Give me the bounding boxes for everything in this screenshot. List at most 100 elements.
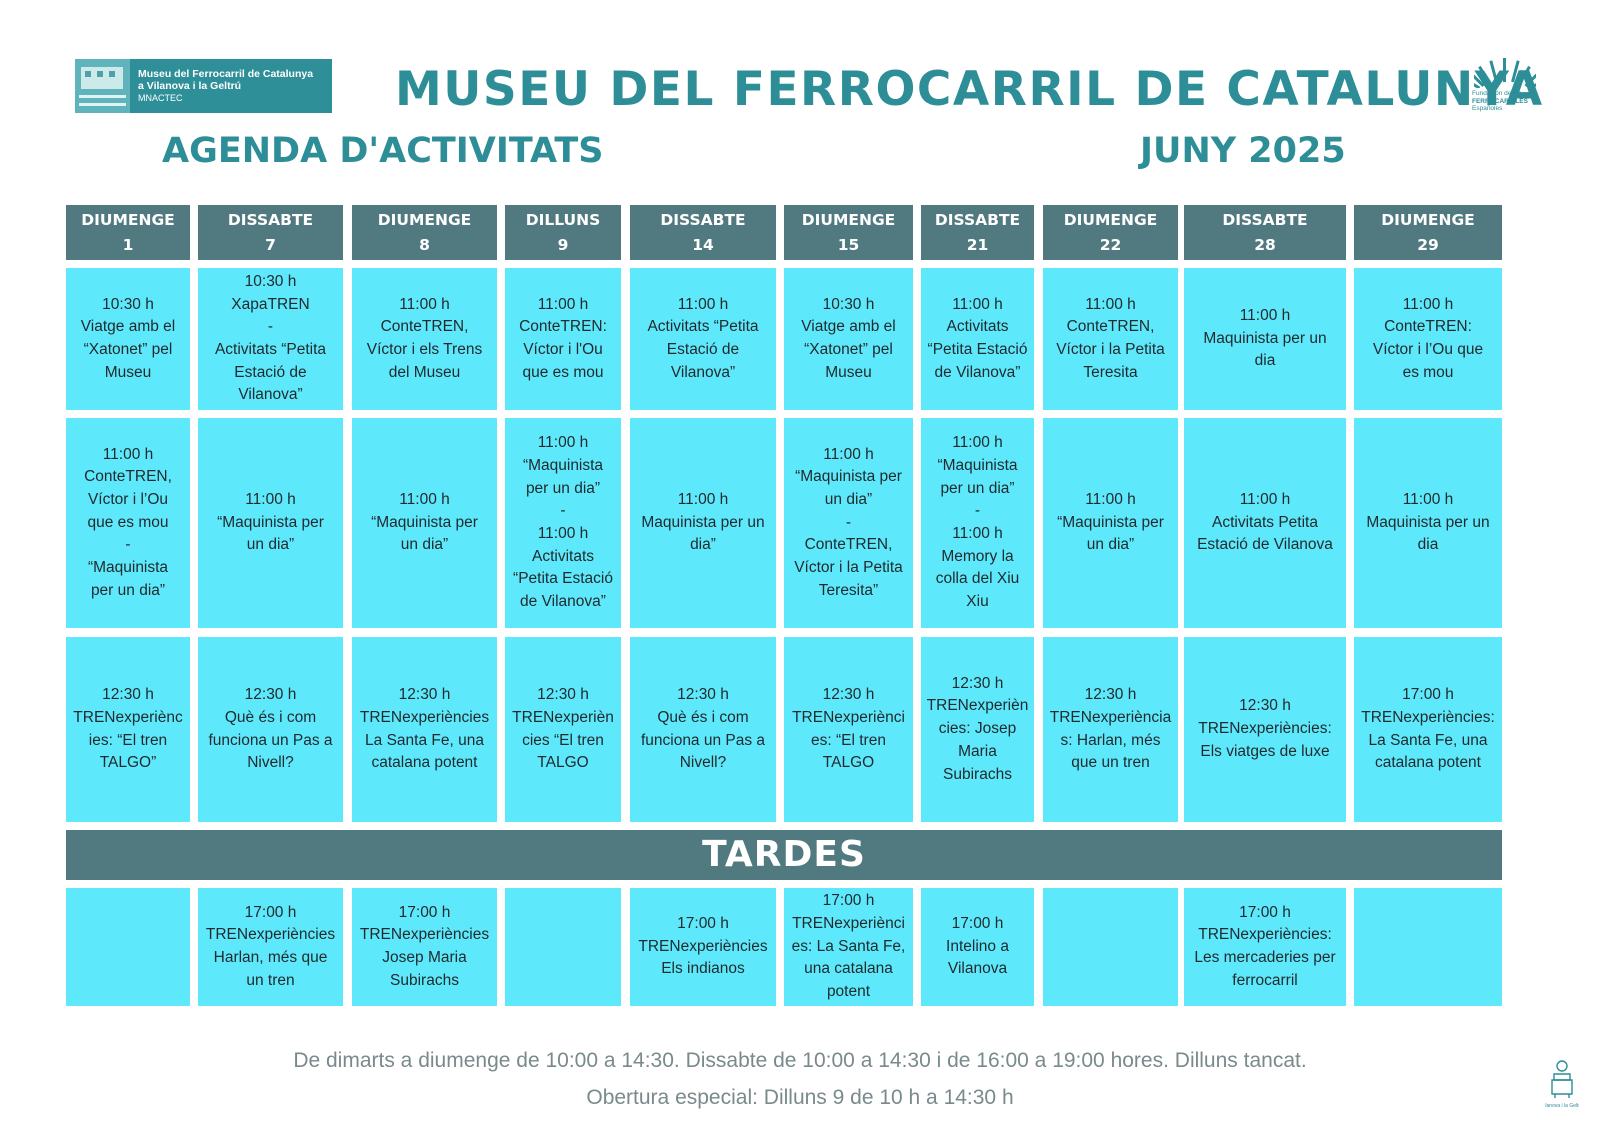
activity-cell: 10:30 h Viatge amb el “Xatonet” pel Muse… bbox=[66, 268, 190, 410]
afternoon-activity-cell bbox=[66, 888, 190, 1006]
activity-text: 12:30 h TRENexperiències La Santa Fe, un… bbox=[359, 686, 490, 772]
activity-cell: 12:30 h TRENexperiències: Els viatges de… bbox=[1184, 637, 1346, 822]
day-header: DIUMENGE 15 bbox=[784, 205, 913, 260]
activity-cell: 17:00 h TRENexperiències: La Santa Fe, u… bbox=[1354, 637, 1502, 822]
day-date: 1 bbox=[122, 236, 134, 254]
afternoon-activity-cell bbox=[1354, 888, 1502, 1006]
activity-text: 11:00 h ConteTREN, Víctor i la Petita Te… bbox=[1056, 295, 1165, 381]
day-date: 14 bbox=[692, 236, 714, 254]
ffe-line-1: Fundación de los bbox=[1472, 90, 1522, 97]
activity-cell: 12:30 h TRENexperièn cies: Josep Maria S… bbox=[921, 637, 1034, 822]
activity-text: 12:30 h TRENexperiènc ies: “El tren TALG… bbox=[73, 686, 183, 772]
day-header: DISSABTE 14 bbox=[630, 205, 776, 260]
activity-cell: 12:30 h TRENexperièn cies “El tren TALGO bbox=[505, 637, 621, 822]
activity-text: 11:00 h ConteTREN, Víctor i l’Ou que es … bbox=[84, 445, 172, 599]
day-header: DISSABTE 21 bbox=[921, 205, 1034, 260]
activity-text: 12:30 h TRENexperièn cies: Josep Maria S… bbox=[926, 674, 1029, 783]
day-date: 22 bbox=[1099, 236, 1122, 254]
activity-text: 11:00 h “Maquinista per un dia” bbox=[371, 490, 478, 554]
tardes-band: TARDES bbox=[66, 830, 1502, 880]
day-weekday: DISSABTE bbox=[1222, 211, 1308, 229]
fan-icon bbox=[1474, 58, 1536, 88]
activity-text: 11:00 h ConteTREN, Víctor i els Trens de… bbox=[366, 295, 483, 381]
activity-text: 10:30 h Viatge amb el “Xatonet” pel Muse… bbox=[80, 295, 176, 381]
day-date: 9 bbox=[557, 236, 569, 254]
afternoon-activity-cell: 17:00 h Intelino a Vilanova bbox=[921, 888, 1034, 1006]
special-opening: Obertura especial: Dilluns 9 de 10 h a 1… bbox=[586, 1086, 1014, 1109]
day-date: 21 bbox=[966, 236, 989, 254]
page-title: MUSEU DEL FERROCARRIL DE CATALUNYA bbox=[395, 62, 1544, 117]
day-header: DIUMENGE 1 bbox=[66, 205, 190, 260]
day-weekday: DIUMENGE bbox=[801, 211, 896, 229]
activity-text: 11:00 h Activitats “Petita Estació de Vi… bbox=[647, 295, 759, 381]
logo-line-2: a Vilanova i la Geltrú bbox=[138, 80, 242, 92]
day-weekday: DIUMENGE bbox=[1381, 211, 1475, 229]
activity-text: 12:30 h TRENexperiència s: Harlan, més q… bbox=[1049, 686, 1172, 772]
activity-cell: 11:00 h Maquinista per un dia bbox=[1184, 268, 1346, 410]
day-date: 28 bbox=[1254, 236, 1276, 254]
logo-line-1: Museu del Ferrocarril de Catalunya bbox=[138, 68, 314, 80]
activity-text: 11:00 h ConteTREN: Víctor i l'Ou que es … bbox=[519, 295, 607, 381]
activity-text: 11:00 h Maquinista per un dia” bbox=[641, 490, 765, 554]
activity-cell: 12:30 h Què és i com funciona un Pas a N… bbox=[630, 637, 776, 822]
day-header: DIUMENGE 29 bbox=[1354, 205, 1502, 260]
activity-cell: 11:00 h “Maquinista per un dia” - 11:00 … bbox=[921, 418, 1034, 628]
activity-text: 17:00 h TRENexperiències: La Santa Fe, u… bbox=[1361, 686, 1495, 772]
activity-cell: 11:00 h Activitats “Petita Estació de Vi… bbox=[630, 268, 776, 410]
activity-cell: 11:00 h Activitats “Petita Estació de Vi… bbox=[921, 268, 1034, 410]
afternoon-activity-cell: 17:00 h TRENexperiències Harlan, més que… bbox=[198, 888, 343, 1006]
afternoon-activity-cell: 17:00 h TRENexperiències Els indianos bbox=[630, 888, 776, 1006]
activity-cell: 11:00 h ConteTREN, Víctor i la Petita Te… bbox=[1043, 268, 1178, 410]
activity-text: 11:00 h Activitats “Petita Estació de Vi… bbox=[927, 295, 1028, 381]
afternoon-activity-text: 17:00 h Intelino a Vilanova bbox=[946, 914, 1009, 978]
afternoon-activity-cell: 17:00 h TRENexperiències Josep Maria Sub… bbox=[352, 888, 497, 1006]
ffe-line-2: FERROCARRILES bbox=[1472, 97, 1528, 105]
day-date: 8 bbox=[419, 236, 430, 254]
activity-cell: 11:00 h ConteTREN: Víctor i l’Ou que es … bbox=[1354, 268, 1502, 410]
activity-cell: 11:00 h Maquinista per un dia” bbox=[630, 418, 776, 628]
afternoon-activity-text: 17:00 h TRENexperiències Harlan, més que… bbox=[205, 903, 336, 989]
activity-cell: 10:30 h XapaTREN - Activitats “Petita Es… bbox=[198, 268, 343, 410]
activity-text: 10:30 h XapaTREN - Activitats “Petita Es… bbox=[214, 272, 327, 404]
day-weekday: DIUMENGE bbox=[1063, 211, 1158, 229]
activity-text: 11:00 h “Maquinista per un dia” - ConteT… bbox=[794, 445, 903, 599]
activity-text: 12:30 h Què és i com funciona un Pas a N… bbox=[640, 686, 766, 772]
activity-text: 11:00 h Maquinista per un dia bbox=[1203, 306, 1327, 370]
activity-text: 11:00 h Maquinista per un dia bbox=[1366, 490, 1490, 554]
activity-cell: 11:00 h “Maquinista per un dia” bbox=[198, 418, 343, 628]
activity-cell: 12:30 h TRENexperiènc ies: “El tren TALG… bbox=[66, 637, 190, 822]
activity-text: 11:00 h ConteTREN: Víctor i l’Ou que es … bbox=[1372, 295, 1484, 381]
afternoon-activity-text: 17:00 h TRENexperiènci es: La Santa Fe, … bbox=[791, 892, 906, 1001]
day-weekday: DISSABTE bbox=[660, 211, 746, 229]
afternoon-activity-text: 17:00 h TRENexperiències Els indianos bbox=[638, 914, 768, 978]
day-weekday: DIUMENGE bbox=[81, 211, 175, 229]
activity-cell: 12:30 h TRENexperiències La Santa Fe, un… bbox=[352, 637, 497, 822]
activity-text: 11:00 h “Maquinista per un dia” - 11:00 … bbox=[935, 434, 1020, 611]
afternoon-activity-cell: 17:00 h TRENexperiènci es: La Santa Fe, … bbox=[784, 888, 913, 1006]
activity-cell: 12:30 h TRENexperiència s: Harlan, més q… bbox=[1043, 637, 1178, 822]
activity-cell: 11:00 h “Maquinista per un dia” - 11:00 … bbox=[505, 418, 621, 628]
activity-cell: 10:30 h Viatge amb el “Xatonet” pel Muse… bbox=[784, 268, 913, 410]
day-header: DILLUNS 9 bbox=[505, 205, 621, 260]
activity-text: 11:00 h “Maquinista per un dia” bbox=[217, 490, 324, 554]
ffe-logo: Fundación de los FERROCARRILES Españoles bbox=[1470, 52, 1538, 120]
activity-text: 11:00 h “Maquinista per un dia” bbox=[1057, 490, 1164, 554]
afternoon-activity-cell bbox=[505, 888, 621, 1006]
day-header: DIUMENGE 22 bbox=[1043, 205, 1178, 260]
afternoon-activity-cell: 17:00 h TRENexperiències: Les mercaderie… bbox=[1184, 888, 1346, 1006]
activity-cell: 11:00 h Maquinista per un dia bbox=[1354, 418, 1502, 628]
activity-text: 12:30 h TRENexperiènci es: “El tren TALG… bbox=[792, 686, 905, 772]
vilanova-logo-icon: Vilanova i la Geltrú bbox=[1545, 1060, 1579, 1109]
month-subtitle: JUNY 2025 bbox=[1140, 131, 1346, 171]
activity-cell: 11:00 h “Maquinista per un dia” bbox=[352, 418, 497, 628]
activity-cell: 11:00 h “Maquinista per un dia” - ConteT… bbox=[784, 418, 913, 628]
day-date: 29 bbox=[1417, 236, 1439, 254]
activity-cell: 11:00 h ConteTREN, Víctor i l’Ou que es … bbox=[66, 418, 190, 628]
afternoon-activity-text: 17:00 h TRENexperiències Josep Maria Sub… bbox=[359, 903, 490, 989]
activity-text: 11:00 h Activitats Petita Estació de Vil… bbox=[1197, 490, 1333, 554]
day-date: 7 bbox=[265, 236, 276, 254]
day-date: 15 bbox=[837, 236, 860, 254]
logo-line-3: MNACTEC bbox=[138, 93, 183, 103]
day-header: DISSABTE 28 bbox=[1184, 205, 1346, 260]
day-header: DISSABTE 7 bbox=[198, 205, 343, 260]
